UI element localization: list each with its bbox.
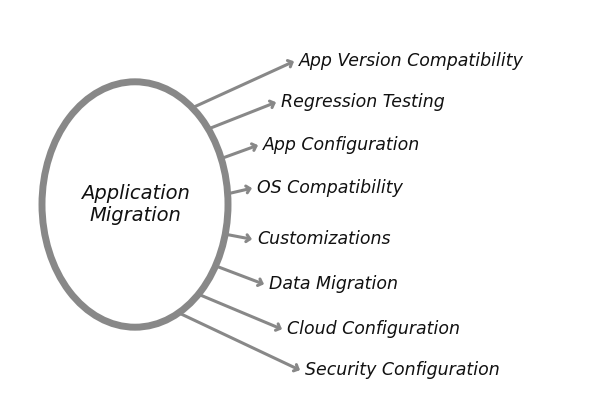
- Text: Security Configuration: Security Configuration: [305, 361, 500, 379]
- Text: App Configuration: App Configuration: [263, 136, 420, 154]
- Text: Cloud Configuration: Cloud Configuration: [287, 320, 460, 338]
- Text: Data Migration: Data Migration: [269, 275, 398, 293]
- Text: Customizations: Customizations: [257, 230, 391, 248]
- Text: Regression Testing: Regression Testing: [281, 93, 445, 111]
- Text: OS Compatibility: OS Compatibility: [257, 179, 403, 197]
- Text: App Version Compatibility: App Version Compatibility: [299, 52, 524, 70]
- Text: Application
Migration: Application Migration: [80, 184, 190, 225]
